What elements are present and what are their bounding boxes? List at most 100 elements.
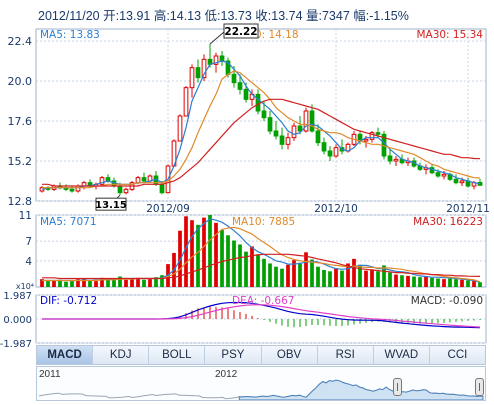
date-tick-label: 2012/09 (146, 203, 190, 215)
volume-bar (208, 215, 212, 287)
volume-bar (454, 279, 458, 287)
volume-bar (250, 246, 254, 287)
volume-bar (340, 270, 344, 287)
price-tick-label: 20.0 (8, 75, 33, 88)
macd-dea-label: DEA: -0.667 (232, 295, 294, 307)
price-tick-label: 17.6 (8, 115, 33, 128)
candle-down (375, 132, 381, 135)
navigator-overview (38, 379, 484, 400)
volume-bar (130, 279, 134, 287)
candle-up (363, 138, 369, 142)
volume-bar (460, 279, 464, 287)
candle-down (237, 82, 243, 90)
volume-bar (358, 264, 362, 287)
candle-down (435, 172, 441, 177)
volume-bar (334, 268, 338, 287)
volume-bar (112, 278, 116, 287)
volume-bar (106, 279, 110, 287)
volume-bar (442, 279, 446, 287)
tab-psy[interactable]: PSY (205, 346, 262, 364)
volume-bar (304, 252, 308, 287)
volume-bar (472, 281, 476, 287)
volume-bar (190, 220, 194, 287)
volume-bar (352, 258, 356, 287)
volume-panel-frame (35, 214, 487, 288)
volume-bar (424, 276, 428, 287)
volume-bar (412, 276, 416, 287)
volume-bar (202, 217, 206, 287)
volume-bar (52, 280, 56, 287)
candle-down (219, 55, 225, 62)
candle-down (141, 177, 147, 182)
volume-bar (394, 274, 398, 287)
tab-macd[interactable]: MACD (37, 346, 94, 364)
volume-bar (232, 240, 236, 287)
volume-bar (274, 266, 278, 287)
volume-tick-label: 4 (25, 256, 32, 268)
tab-boll[interactable]: BOLL (149, 346, 206, 364)
tab-wvad[interactable]: WVAD (374, 346, 430, 364)
volume-bar (430, 277, 434, 287)
price-tick-label: 22.4 (8, 35, 33, 48)
tab-obv[interactable]: OBV (262, 346, 318, 364)
candle-down (321, 142, 327, 152)
navigator-right-handle[interactable] (475, 378, 484, 396)
candle-up (183, 87, 189, 117)
date-tick-label: 2012/10 (314, 203, 358, 215)
candle-up (135, 177, 141, 184)
tab-kdj[interactable]: KDJ (93, 346, 150, 364)
volume-ma30-label: MA30: 16223 (413, 216, 483, 228)
candle-down (279, 135, 285, 145)
candle-up (189, 67, 195, 89)
candle-up (99, 177, 105, 185)
tab-rsi[interactable]: RSI (318, 346, 374, 364)
candle-down (309, 110, 315, 132)
time-navigator[interactable]: 2011 2012 (36, 366, 486, 401)
price-tick-label: 15.2 (8, 155, 33, 168)
volume-bar (382, 265, 386, 287)
volume-bar (346, 263, 350, 287)
volume-bar (406, 275, 410, 287)
volume-bar (370, 269, 374, 287)
indicator-tabs: MACD KDJ BOLL PSY OBV RSI WVAD CCI (36, 345, 486, 365)
volume-bar (322, 269, 326, 287)
volume-bar (142, 279, 146, 287)
candle-up (369, 132, 375, 140)
volume-bar (418, 277, 422, 287)
price-ma30-label: MA30: 15.34 (416, 29, 483, 41)
high-marker-pointer (209, 31, 225, 45)
volume-tick-label: 11 (19, 210, 32, 222)
low-marker-box (95, 197, 127, 211)
navigator-year-label: 2012 (215, 369, 238, 380)
candle-down (261, 110, 267, 119)
candle-down (243, 88, 249, 100)
volume-bar (196, 224, 200, 287)
candle-down (255, 93, 261, 112)
tab-cci[interactable]: CCI (447, 349, 468, 361)
volume-bar (124, 279, 128, 287)
volume-bar (448, 278, 452, 287)
navigator-selected-range (238, 379, 484, 400)
volume-unit-label: x10⁴ (16, 282, 34, 291)
volume-bar (94, 281, 98, 287)
volume-bar (82, 278, 86, 287)
candle-down (159, 183, 165, 194)
candle-up (393, 158, 399, 162)
navigator-left-handle[interactable] (393, 378, 402, 396)
volume-bar (244, 251, 248, 287)
date-tick-label: 2012/11 (446, 203, 490, 215)
volume-bar (310, 259, 314, 287)
volume-bar (214, 222, 218, 287)
volume-bar (136, 277, 140, 287)
volume-ma10-line (42, 226, 481, 283)
volume-bar (154, 277, 158, 287)
volume-bar (316, 266, 320, 287)
volume-bar (388, 272, 392, 287)
volume-bar (436, 278, 440, 287)
macd-dif-label: DIF: -0.712 (40, 295, 97, 307)
volume-bar (286, 264, 290, 287)
candle-down (327, 150, 333, 157)
macd-tick-label: -1.987 (0, 339, 32, 350)
volume-bar (160, 275, 164, 287)
